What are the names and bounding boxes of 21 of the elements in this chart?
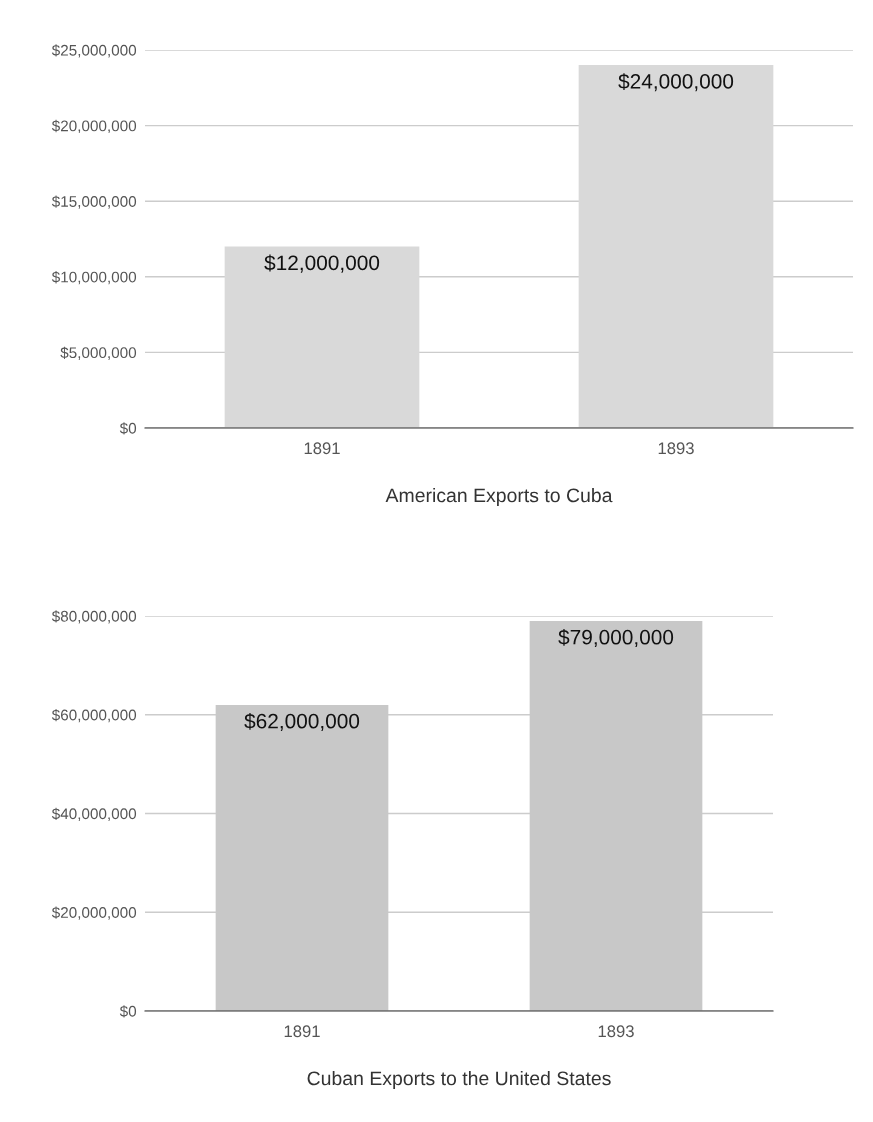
y-tick-label: $60,000,000: [51, 708, 137, 723]
y-tick-label: $0: [119, 1005, 137, 1018]
y-tick-label: $15,000,000: [51, 195, 137, 209]
x-axis-title: American Exports to Cuba: [385, 487, 613, 507]
y-tick-label: $20,000,000: [51, 119, 137, 134]
x-axis-title: Cuban Exports to the United States: [307, 1070, 611, 1090]
y-tick-label: $25,000,000: [51, 44, 137, 58]
data-label: $79,000,000: [558, 628, 674, 648]
data-label: $12,000,000: [264, 254, 380, 273]
y-tick-label: $5,000,000: [60, 346, 137, 360]
x-tick-label: 1891: [284, 1025, 320, 1038]
x-tick-label: 1893: [658, 442, 694, 455]
y-tick-label: $40,000,000: [51, 807, 137, 821]
y-tick-label: $20,000,000: [51, 906, 137, 920]
y-tick-label: $10,000,000: [51, 271, 137, 285]
x-tick-label: 1891: [304, 442, 340, 455]
x-tick-label: 1893: [598, 1025, 634, 1038]
y-tick-label: $80,000,000: [51, 610, 137, 624]
y-tick-label: $0: [119, 422, 137, 435]
data-label: $24,000,000: [618, 73, 734, 92]
data-label: $62,000,000: [244, 712, 360, 731]
